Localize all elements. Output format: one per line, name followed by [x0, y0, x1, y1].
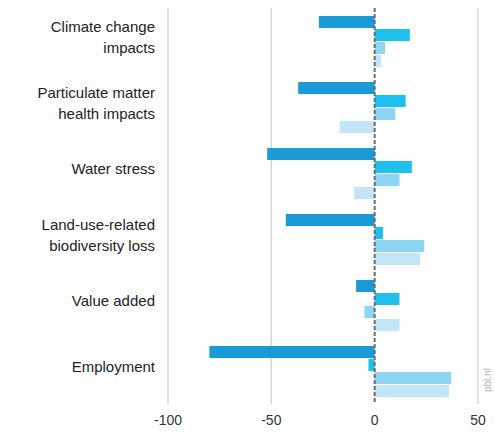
- bar: [364, 306, 374, 318]
- bar: [375, 372, 451, 384]
- bar: [375, 29, 410, 41]
- bar: [209, 346, 374, 358]
- bar: [375, 174, 400, 186]
- bar: [267, 148, 374, 160]
- bar: [286, 214, 375, 226]
- bar: [375, 293, 400, 305]
- category-label: Water stress: [71, 160, 155, 177]
- bar: [375, 253, 420, 265]
- bar: [319, 16, 375, 28]
- category-label: Value added: [72, 292, 155, 309]
- bar: [375, 108, 396, 120]
- bar: [340, 121, 375, 133]
- bar: [354, 187, 375, 199]
- grid-line: [167, 8, 168, 404]
- bar: [356, 280, 375, 292]
- grid-line: [477, 8, 478, 404]
- bar: [375, 385, 449, 397]
- tick-label: -100: [154, 412, 182, 428]
- tick-label: 50: [470, 412, 486, 428]
- zero-line: [374, 8, 376, 404]
- bar: [375, 319, 400, 331]
- bar: [298, 82, 374, 94]
- annotation: pbl.nl: [482, 368, 493, 392]
- category-label: Climate changeimpacts: [51, 18, 155, 56]
- grid-line: [271, 8, 272, 404]
- tick-label: 0: [371, 412, 379, 428]
- category-label: Land-use-relatedbiodiversity loss: [42, 216, 155, 254]
- bar: [375, 95, 406, 107]
- bar: [375, 42, 385, 54]
- chart: -100 -50 0 50 Climate changeimpacts Particula…: [0, 0, 495, 434]
- bar: [375, 240, 425, 252]
- bar: [375, 161, 412, 173]
- bars: [209, 16, 451, 397]
- category-label: Particulate matterhealth impacts: [37, 84, 155, 122]
- tick-label: -50: [261, 412, 281, 428]
- bar: [375, 227, 383, 239]
- category-label: Employment: [72, 358, 156, 375]
